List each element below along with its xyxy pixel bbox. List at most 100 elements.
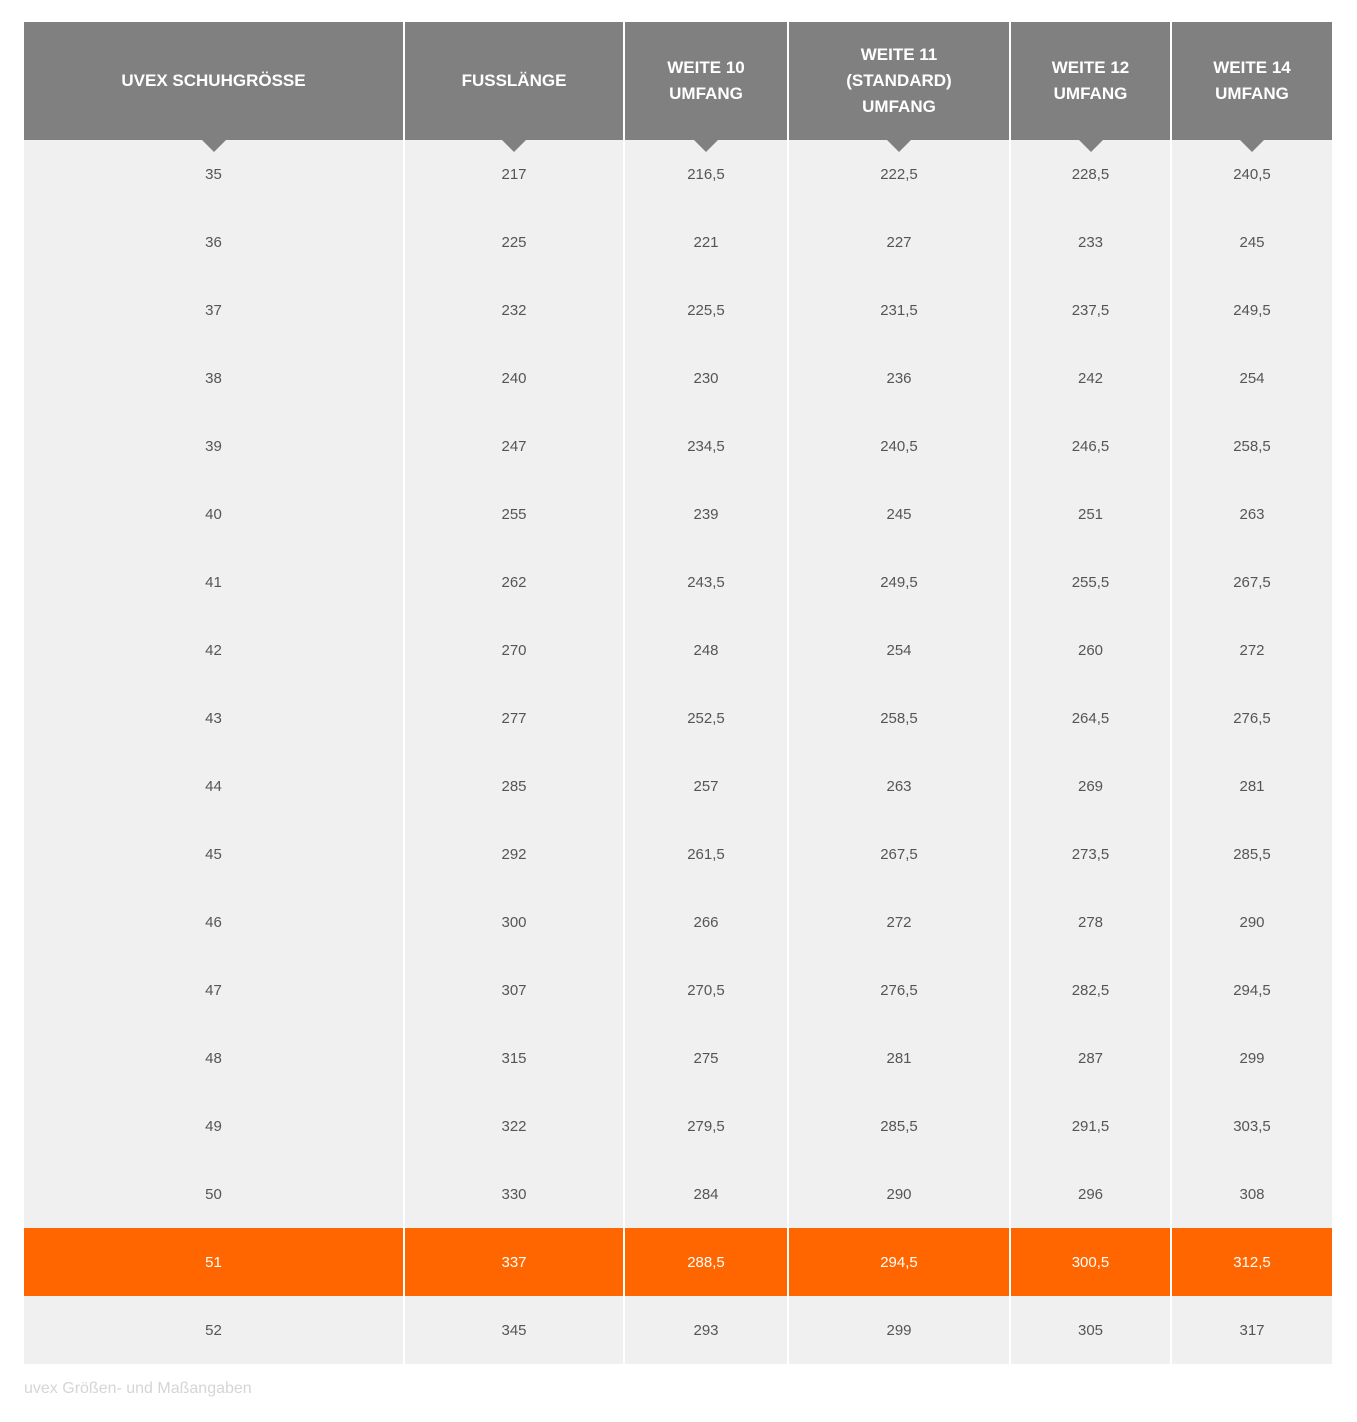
table-cell: 322	[403, 1092, 624, 1160]
table-cell: 46	[24, 888, 404, 956]
table-cell: 263	[1170, 480, 1332, 548]
table-cell: 300,5	[1009, 1228, 1171, 1296]
table-cell: 264,5	[1009, 684, 1171, 752]
table-cell: 272	[787, 888, 1010, 956]
table-cell: 48	[24, 1024, 404, 1092]
table-cell: 41	[24, 548, 404, 616]
table-cell: 287	[1009, 1024, 1171, 1092]
table-row: 40 255 239 245 251 263	[24, 480, 1332, 548]
table-cell: 221	[623, 208, 788, 276]
table-row: 51 337 288,5 294,5 300,5 312,5	[24, 1228, 1332, 1296]
table-cell: 290	[1170, 888, 1332, 956]
table-cell: 243,5	[623, 548, 788, 616]
table-cell: 308	[1170, 1160, 1332, 1228]
table-cell: 282,5	[1009, 956, 1171, 1024]
column-header: WEITE 14 UMFANG	[1170, 22, 1332, 152]
table-cell: 37	[24, 276, 404, 344]
table-row: 49 322 279,5 285,5 291,5 303,5	[24, 1092, 1332, 1160]
table-cell: 232	[403, 276, 624, 344]
column-header: WEITE 12 UMFANG	[1009, 22, 1171, 152]
table-cell: 300	[403, 888, 624, 956]
table-row: 52 345 293 299 305 317	[24, 1296, 1332, 1364]
table-cell: 267,5	[787, 820, 1010, 888]
table-cell: 262	[403, 548, 624, 616]
table-row: 45 292 261,5 267,5 273,5 285,5	[24, 820, 1332, 888]
table-cell: 225	[403, 208, 624, 276]
table-cell: 285,5	[787, 1092, 1010, 1160]
table-cell: 285	[403, 752, 624, 820]
table-cell: 303,5	[1170, 1092, 1332, 1160]
table-cell: 236	[787, 344, 1010, 412]
table-cell: 233	[1009, 208, 1171, 276]
table-cell: 279,5	[623, 1092, 788, 1160]
table-row: 50 330 284 290 296 308	[24, 1160, 1332, 1228]
column-header: UVEX SCHUHGRÖSSE	[24, 22, 404, 152]
table-cell: 270,5	[623, 956, 788, 1024]
size-table: UVEX SCHUHGRÖSSE FUSSLÄNGE WEITE 10 UMFANG…	[24, 22, 1332, 1364]
table-cell: 276,5	[1170, 684, 1332, 752]
table-row: 44 285 257 263 269 281	[24, 752, 1332, 820]
table-cell: 255,5	[1009, 548, 1171, 616]
table-cell: 266	[623, 888, 788, 956]
table-cell: 296	[1009, 1160, 1171, 1228]
table-cell: 254	[787, 616, 1010, 684]
table-row: 41 262 243,5 249,5 255,5 267,5	[24, 548, 1332, 616]
table-cell: 275	[623, 1024, 788, 1092]
table-cell: 49	[24, 1092, 404, 1160]
table-cell: 50	[24, 1160, 404, 1228]
table-cell: 299	[1170, 1024, 1332, 1092]
table-cell: 293	[623, 1296, 788, 1364]
table-cell: 273,5	[1009, 820, 1171, 888]
table-cell: 240,5	[787, 412, 1010, 480]
table-cell: 45	[24, 820, 404, 888]
table-row: 42 270 248 254 260 272	[24, 616, 1332, 684]
table-cell: 245	[1170, 208, 1332, 276]
header-row: UVEX SCHUHGRÖSSE FUSSLÄNGE WEITE 10 UMFANG…	[24, 22, 1332, 152]
table-cell: 281	[1170, 752, 1332, 820]
table-cell: 294,5	[1170, 956, 1332, 1024]
table-cell: 267,5	[1170, 548, 1332, 616]
table-cell: 272	[1170, 616, 1332, 684]
table-cell: 278	[1009, 888, 1171, 956]
table-cell: 217	[403, 140, 624, 208]
table-cell: 251	[1009, 480, 1171, 548]
column-header: FUSSLÄNGE	[403, 22, 624, 152]
table-cell: 284	[623, 1160, 788, 1228]
table-cell: 43	[24, 684, 404, 752]
table-cell: 254	[1170, 344, 1332, 412]
table-cell: 52	[24, 1296, 404, 1364]
table-cell: 227	[787, 208, 1010, 276]
table-cell: 270	[403, 616, 624, 684]
table-cell: 292	[403, 820, 624, 888]
table-row: 37 232 225,5 231,5 237,5 249,5	[24, 276, 1332, 344]
table-cell: 258,5	[787, 684, 1010, 752]
table-cell: 305	[1009, 1296, 1171, 1364]
table-cell: 291,5	[1009, 1092, 1171, 1160]
table-cell: 261,5	[623, 820, 788, 888]
table-cell: 330	[403, 1160, 624, 1228]
table-row: 46 300 266 272 278 290	[24, 888, 1332, 956]
table-cell: 249,5	[787, 548, 1010, 616]
table-cell: 263	[787, 752, 1010, 820]
table-cell: 285,5	[1170, 820, 1332, 888]
table-cell: 269	[1009, 752, 1171, 820]
table-cell: 312,5	[1170, 1228, 1332, 1296]
table-cell: 242	[1009, 344, 1171, 412]
table-cell: 225,5	[623, 276, 788, 344]
table-cell: 276,5	[787, 956, 1010, 1024]
table-cell: 315	[403, 1024, 624, 1092]
table-cell: 51	[24, 1228, 404, 1296]
table-cell: 290	[787, 1160, 1010, 1228]
table-row: 39 247 234,5 240,5 246,5 258,5	[24, 412, 1332, 480]
table-cell: 42	[24, 616, 404, 684]
table-cell: 231,5	[787, 276, 1010, 344]
table-cell: 245	[787, 480, 1010, 548]
table-cell: 237,5	[1009, 276, 1171, 344]
table-cell: 249,5	[1170, 276, 1332, 344]
table-cell: 47	[24, 956, 404, 1024]
table-cell: 258,5	[1170, 412, 1332, 480]
table-cell: 248	[623, 616, 788, 684]
table-cell: 345	[403, 1296, 624, 1364]
table-cell: 36	[24, 208, 404, 276]
